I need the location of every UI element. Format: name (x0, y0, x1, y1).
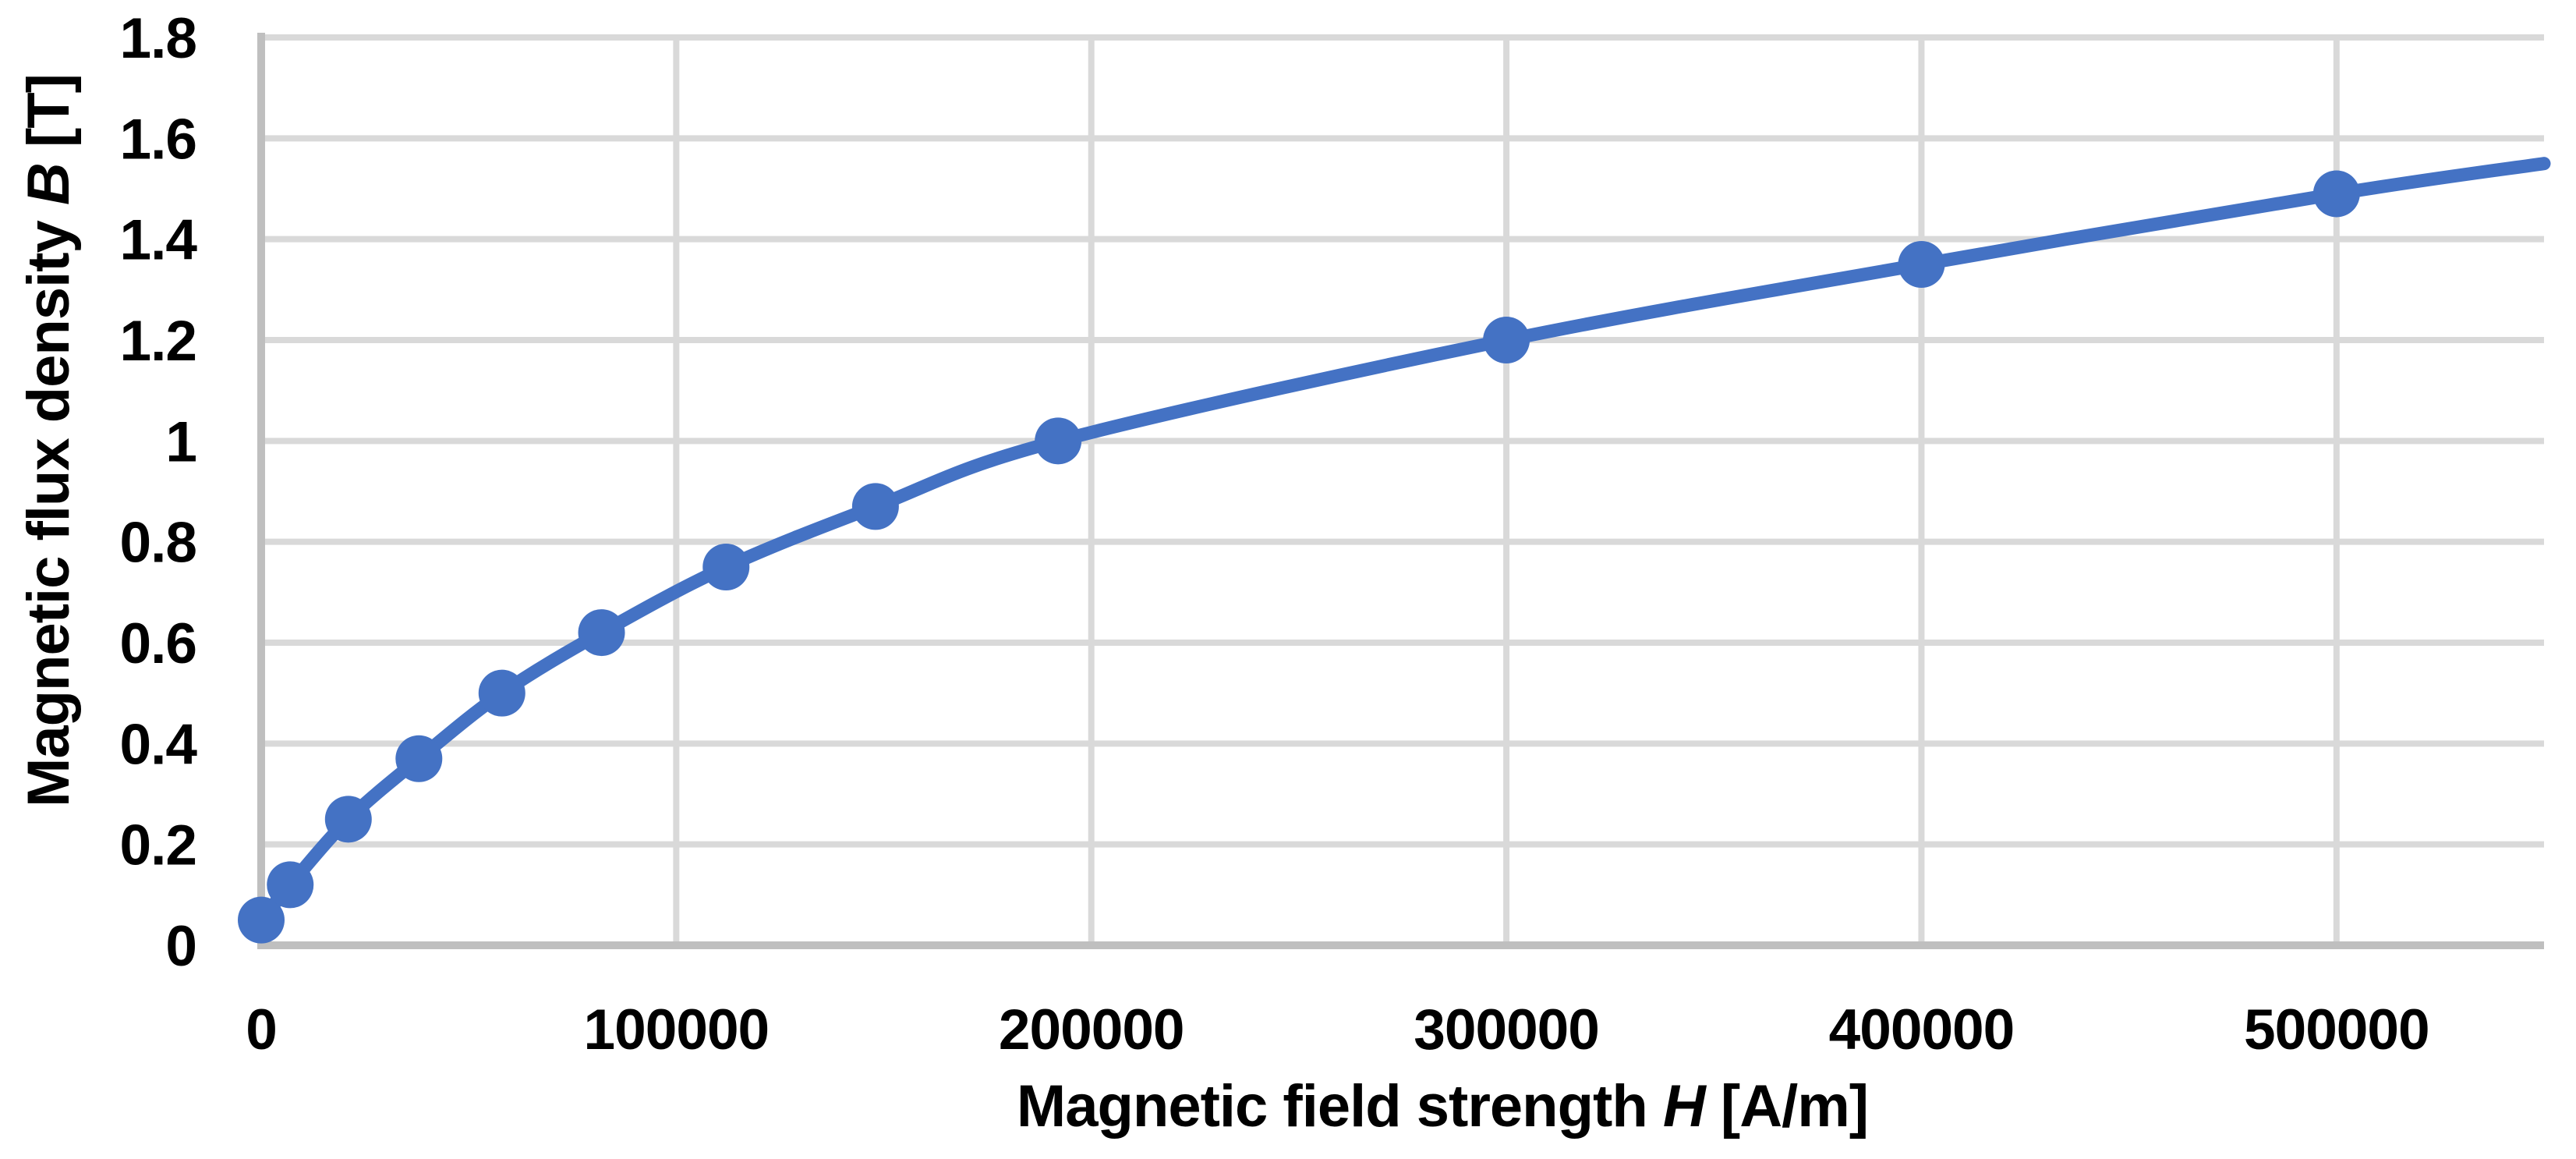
data-point-marker (267, 861, 314, 909)
x-tick-label: 200000 (999, 998, 1184, 1062)
x-axis-title-variable: H (1663, 1073, 1707, 1140)
data-point-marker (851, 483, 899, 530)
x-tick-label: 400000 (1829, 998, 2015, 1062)
y-axis-title-variable: B (16, 163, 82, 205)
y-axis-title-units: [T] (16, 74, 82, 163)
data-point-marker (238, 896, 285, 944)
data-point-marker (324, 796, 372, 843)
line-series (238, 157, 2551, 944)
data-point-marker (1898, 241, 1945, 288)
y-tick-labels: 0 0.2 0.4 0.6 0.8 1 1.2 1.4 1.6 1.8 (120, 7, 199, 978)
y-axis-title: Magnetic flux density B [T] (16, 74, 82, 807)
y-axis-title-text: Magnetic flux density (16, 205, 82, 807)
data-point-marker (2312, 170, 2360, 218)
y-tick-label: 1.6 (120, 108, 196, 171)
x-tick-label: 100000 (584, 998, 770, 1062)
x-tick-label: 300000 (1414, 998, 1599, 1062)
y-tick-label: 0.6 (120, 612, 196, 675)
y-tick-label: 1.2 (120, 310, 196, 373)
x-axis-title-units: [A/m] (1705, 1073, 1868, 1140)
y-tick-label: 0 (165, 915, 196, 978)
x-axis-title: Magnetic field strength H [A/m] (1017, 1073, 1868, 1140)
x-tick-label: 0 (246, 998, 277, 1062)
data-point-marker (478, 669, 525, 717)
data-point-marker (1035, 417, 1082, 465)
gridlines (261, 34, 2544, 945)
y-tick-label: 0.2 (120, 814, 196, 877)
data-point-marker (578, 609, 625, 657)
data-point-marker (1483, 317, 1530, 363)
x-tick-labels: 0 100000 200000 300000 400000 500000 (246, 998, 2429, 1062)
axes (257, 33, 2544, 949)
y-tick-label: 1 (165, 410, 196, 473)
y-tick-label: 0.8 (120, 512, 196, 575)
y-tick-label: 0.4 (120, 713, 198, 776)
data-point-marker (702, 544, 750, 590)
x-axis-title-text: Magnetic field strength (1017, 1073, 1663, 1140)
data-point-marker (395, 735, 443, 782)
x-tick-label: 500000 (2244, 998, 2429, 1062)
y-tick-label: 1.8 (120, 7, 196, 70)
y-tick-label: 1.4 (120, 209, 198, 272)
